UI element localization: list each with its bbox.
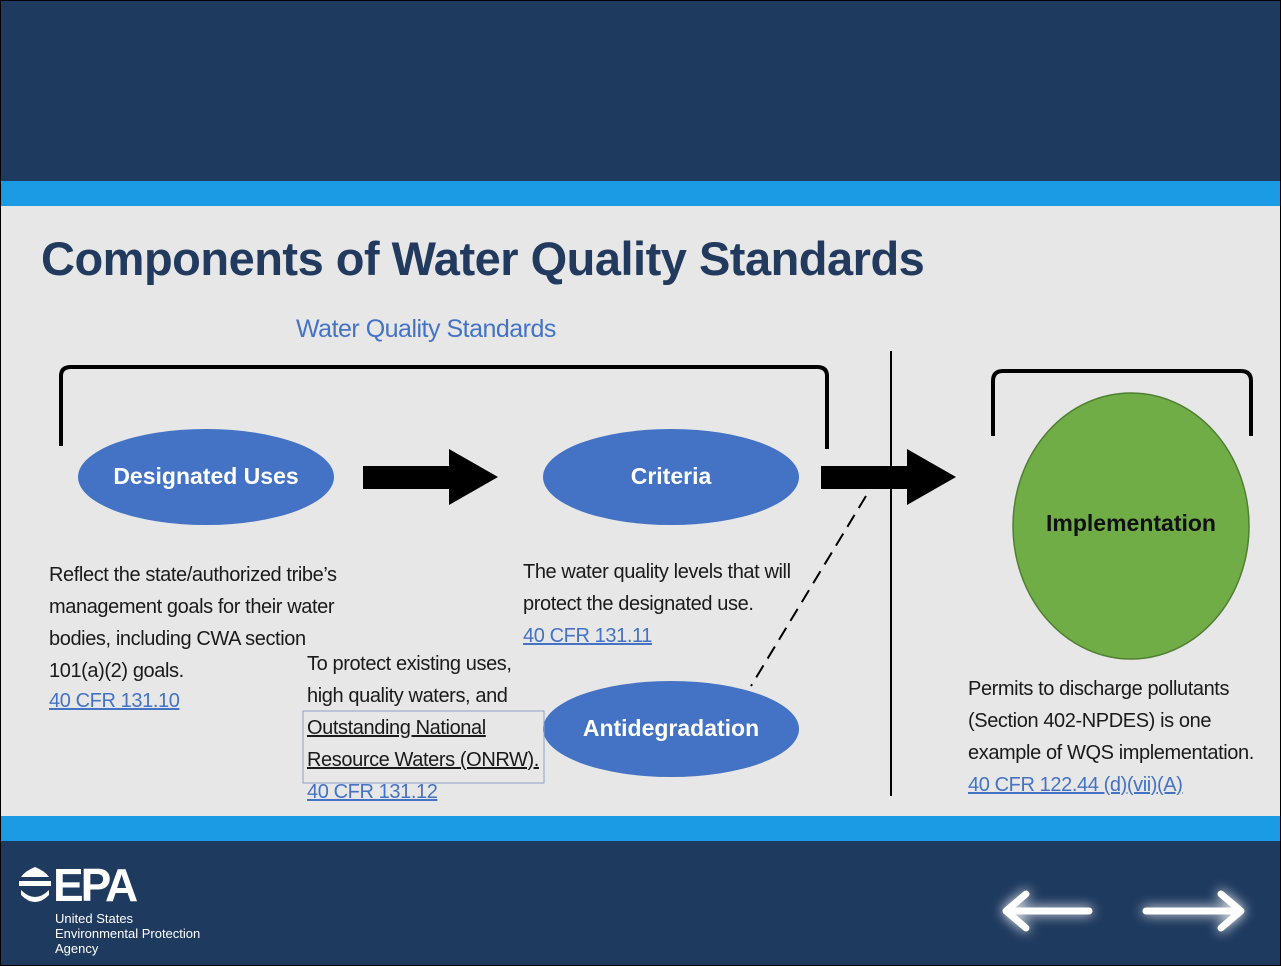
dashed-connector bbox=[750, 495, 867, 687]
description-line: Permits to discharge pollutants bbox=[968, 678, 1230, 700]
bracket bbox=[59, 365, 829, 449]
node-ellipse bbox=[543, 681, 799, 777]
node-label: Criteria bbox=[631, 463, 712, 489]
description-line: management goals for their water bbox=[49, 596, 335, 618]
cfr-link[interactable]: 40 CFR 131.10 bbox=[49, 690, 180, 712]
cfr-link[interactable]: 40 CFR 131.12 bbox=[307, 781, 438, 803]
description-line: high quality waters, and bbox=[307, 685, 508, 707]
description-line: Outstanding National bbox=[307, 717, 486, 739]
description-line: protect the designated use. bbox=[523, 593, 754, 615]
description-line: The water quality levels that will bbox=[523, 561, 791, 583]
description-line: bodies, including CWA section bbox=[49, 628, 306, 650]
node-label: Implementation bbox=[1046, 510, 1216, 536]
text-box bbox=[302, 710, 545, 784]
logo-text: EPA bbox=[53, 859, 138, 911]
node-ellipse bbox=[543, 429, 799, 525]
slide-title: Components of Water Quality Standards bbox=[41, 232, 925, 285]
description-line: Reflect the state/authorized tribe’s bbox=[49, 564, 337, 586]
arrow bbox=[821, 449, 956, 505]
bottom-band bbox=[1, 841, 1280, 965]
bottom-stripe bbox=[1, 816, 1280, 841]
node-label: Antidegradation bbox=[583, 715, 759, 741]
logo-caption: United States bbox=[55, 911, 134, 926]
description-line: To protect existing uses, bbox=[307, 653, 512, 675]
nav-arrow[interactable] bbox=[1142, 890, 1245, 932]
top-stripe bbox=[1, 181, 1280, 206]
node-label: Designated Uses bbox=[113, 463, 298, 489]
node-ellipse bbox=[1012, 392, 1250, 660]
logo-caption: Agency bbox=[55, 941, 99, 956]
description-line: 101(a)(2) goals. bbox=[49, 660, 184, 682]
top-band bbox=[1, 1, 1280, 181]
arrow bbox=[363, 449, 498, 505]
description-line: (Section 402-NPDES) is one bbox=[968, 710, 1212, 732]
logo-caption: Environmental Protection bbox=[55, 926, 201, 941]
logo-symbol bbox=[19, 867, 51, 902]
cfr-link[interactable]: 40 CFR 131.11 bbox=[523, 625, 652, 647]
bracket-label: Water Quality Standards bbox=[296, 315, 556, 343]
description-line: example of WQS implementation. bbox=[968, 742, 1254, 764]
node-ellipse bbox=[78, 429, 334, 525]
bracket bbox=[991, 369, 1253, 436]
cfr-link[interactable]: 40 CFR 122.44 (d)(vii)(A) bbox=[968, 774, 1183, 796]
nav-arrow[interactable] bbox=[1002, 890, 1093, 932]
description-line: Resource Waters (ONRW). bbox=[307, 749, 539, 771]
